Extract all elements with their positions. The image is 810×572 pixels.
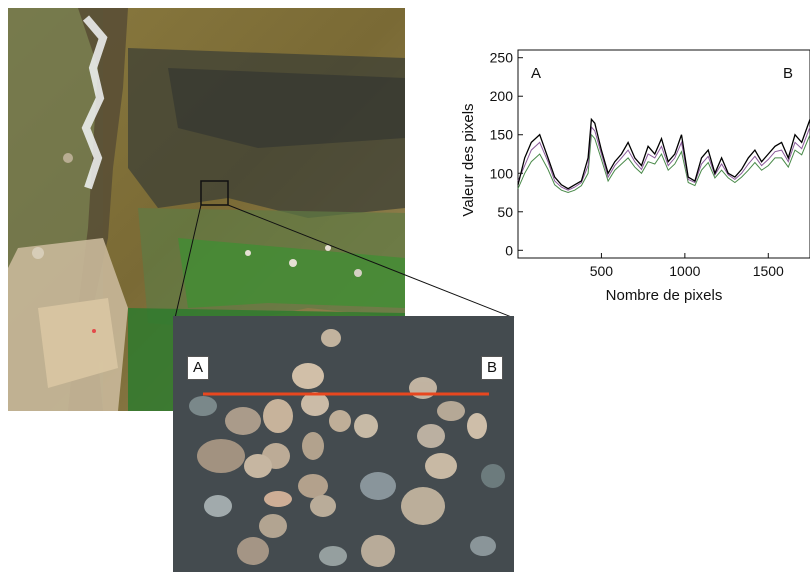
- y-tick-label: 250: [490, 50, 514, 66]
- x-tick-label: 1000: [669, 263, 700, 279]
- profile-end-label: B: [481, 356, 503, 380]
- y-tick-label: 100: [490, 165, 514, 181]
- series-line-3: [517, 133, 810, 194]
- pixel-profile-chart: 0 50 100 150 200 250 500 1000 1500 A B Nombre d…: [460, 49, 810, 304]
- closeup-photo: [173, 316, 514, 572]
- x-axis-label: Nombre de pixels: [606, 287, 723, 304]
- y-tick-label: 50: [497, 204, 513, 220]
- y-tick-label: 200: [490, 88, 514, 104]
- x-tick-label: 500: [590, 263, 614, 279]
- annotation-a: A: [531, 65, 541, 82]
- series-line-1: [517, 117, 810, 190]
- annotation-b: B: [783, 65, 793, 82]
- zoom-region-box: [200, 180, 229, 206]
- series-line-2: [517, 125, 810, 191]
- plot-frame: [517, 49, 810, 259]
- y-tick-label: 150: [490, 127, 514, 143]
- y-axis-label: Valeur des pixels: [460, 103, 477, 216]
- profile-start-label: A: [187, 356, 209, 380]
- x-tick-label: 1500: [753, 263, 784, 279]
- y-tick-label: 0: [505, 242, 513, 258]
